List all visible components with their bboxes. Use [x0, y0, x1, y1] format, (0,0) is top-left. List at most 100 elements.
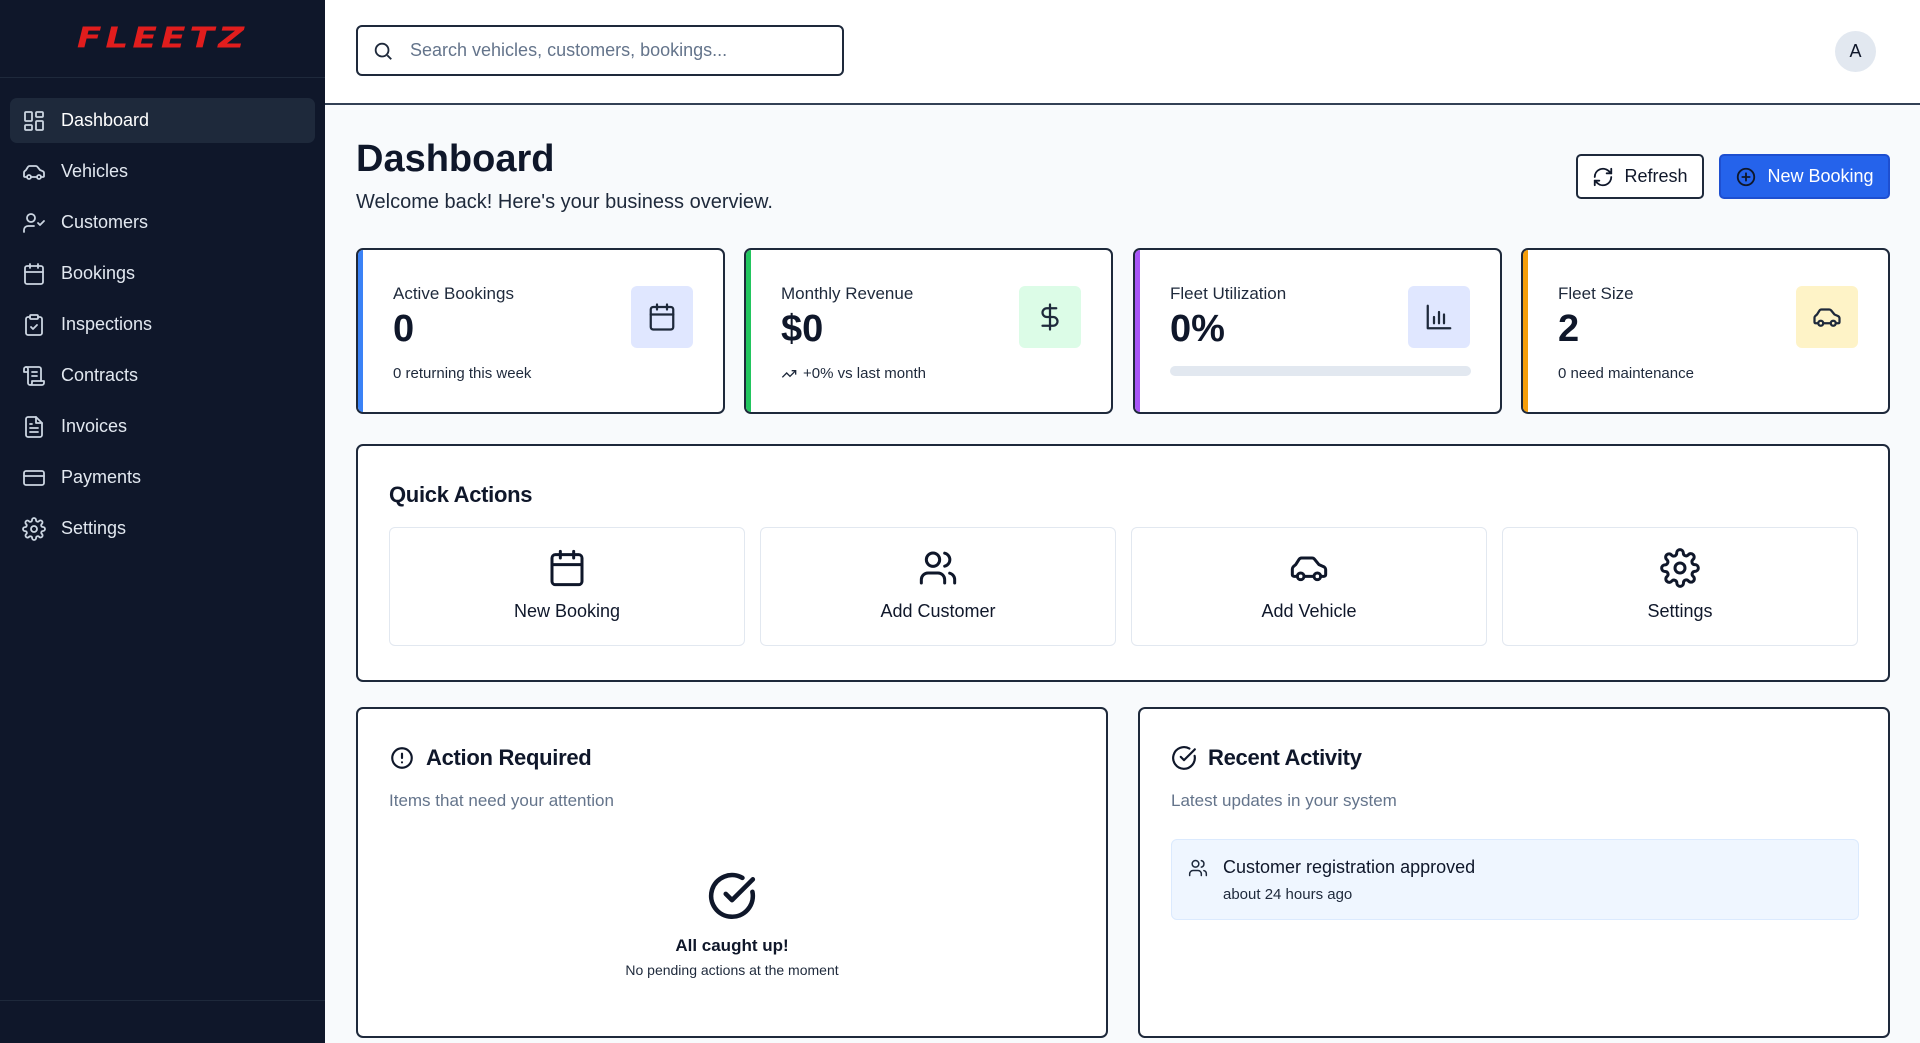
car-icon: [1813, 308, 1841, 327]
stat-icon-box: [1796, 286, 1858, 348]
calendar-icon: [24, 262, 44, 285]
quick-actions-panel: Quick Actions New Booking Add Customer A…: [356, 444, 1890, 682]
sidebar-item-label: Customers: [61, 212, 149, 232]
stat-accent-bar: [1135, 250, 1140, 412]
stat-card-active-bookings[interactable]: Active Bookings 0 0 returning this week: [356, 248, 725, 414]
empty-state: All caught up! No pending actions at the…: [358, 871, 1106, 978]
sidebar-item-label: Inspections: [61, 314, 153, 334]
action-required-panel: Action Required Items that need your att…: [356, 707, 1108, 1038]
stat-accent-bar: [746, 250, 751, 412]
file-text-icon: [25, 415, 43, 438]
sidebar-item-label: Vehicles: [61, 161, 129, 181]
sidebar-item-label: Contracts: [61, 365, 139, 385]
gear-icon: [22, 516, 46, 541]
refresh-icon: [1594, 167, 1613, 186]
search-box[interactable]: [356, 25, 844, 76]
stat-icon-box: [631, 286, 693, 348]
logo[interactable]: FLEETZ: [0, 0, 325, 78]
sidebar-footer-divider: [0, 1000, 325, 1001]
alert-circle-icon: [391, 747, 413, 769]
stat-value: 0%: [1170, 308, 1225, 350]
gear-icon: [1660, 548, 1700, 588]
stat-accent-bar: [358, 250, 363, 412]
avatar[interactable]: A: [1835, 31, 1876, 72]
stat-value: 0: [393, 308, 415, 350]
stat-note-text: 0 need maintenance: [1558, 365, 1694, 382]
sidebar-item-vehicles[interactable]: Vehicles: [10, 149, 315, 194]
quick-actions-title: Quick Actions: [389, 482, 533, 507]
refresh-button[interactable]: Refresh: [1576, 154, 1704, 199]
panel-header: Recent Activity: [1171, 745, 1362, 771]
sidebar-nav: Dashboard Vehicles Customers Bookings In…: [0, 78, 325, 551]
sidebar-item-label: Dashboard: [61, 110, 150, 130]
stat-accent-bar: [1523, 250, 1528, 412]
stat-card-fleet-utilization[interactable]: Fleet Utilization 0%: [1133, 248, 1502, 414]
search-input[interactable]: [410, 40, 830, 61]
activity-time: about 24 hours ago: [1223, 886, 1353, 903]
bar-chart-icon: [1426, 304, 1452, 330]
stat-value: 2: [1558, 308, 1580, 350]
logo-text: FLEETZ: [76, 22, 249, 55]
sidebar-item-label: Payments: [61, 467, 142, 487]
plus-circle-icon: [1737, 167, 1756, 186]
avatar-initial: A: [1849, 41, 1862, 61]
users-icon: [1188, 859, 1208, 877]
new-booking-button[interactable]: New Booking: [1719, 154, 1890, 199]
quick-action-label: Add Vehicle: [1261, 601, 1357, 621]
topbar: A: [325, 0, 1920, 105]
calendar-icon: [550, 549, 584, 587]
sidebar-item-customers[interactable]: Customers: [10, 200, 315, 245]
quick-action-new-booking[interactable]: New Booking: [389, 527, 745, 646]
dollar-icon: [1041, 303, 1059, 331]
sidebar-item-inspections[interactable]: Inspections: [10, 302, 315, 347]
stat-icon-box: [1019, 286, 1081, 348]
stat-card-fleet-size[interactable]: Fleet Size 2 0 need maintenance: [1521, 248, 1890, 414]
trending-up-icon: [781, 369, 797, 378]
car-icon: [1290, 556, 1328, 582]
sidebar: FLEETZ Dashboard Vehicles Customers Book…: [0, 0, 325, 1043]
stat-note: 0 returning this week: [393, 365, 531, 382]
sidebar-item-label: Settings: [61, 518, 127, 538]
stat-label: Fleet Size: [1558, 284, 1634, 303]
stat-label: Monthly Revenue: [781, 284, 914, 303]
check-circle-icon: [708, 872, 756, 920]
page-title: Dashboard: [356, 138, 555, 180]
sidebar-item-settings[interactable]: Settings: [10, 506, 315, 551]
sidebar-item-invoices[interactable]: Invoices: [10, 404, 315, 449]
sidebar-item-payments[interactable]: Payments: [10, 455, 315, 500]
sidebar-item-label: Invoices: [61, 416, 128, 436]
users-icon: [919, 551, 957, 585]
sidebar-item-bookings[interactable]: Bookings: [10, 251, 315, 296]
new-booking-label: New Booking: [1767, 166, 1874, 186]
user-check-icon: [23, 212, 45, 233]
stat-icon-box: [1408, 286, 1470, 348]
quick-action-add-customer[interactable]: Add Customer: [760, 527, 1116, 646]
quick-action-add-vehicle[interactable]: Add Vehicle: [1131, 527, 1487, 646]
scroll-icon: [23, 365, 45, 386]
credit-card-icon: [23, 469, 45, 486]
panel-title: Recent Activity: [1208, 745, 1362, 770]
stat-note-text: 0 returning this week: [393, 365, 532, 382]
page-subtitle: Welcome back! Here's your business overv…: [356, 191, 773, 213]
stat-label: Active Bookings: [393, 284, 514, 303]
check-circle-icon: [1172, 746, 1196, 770]
panel-title: Action Required: [426, 745, 592, 770]
dashboard-icon: [24, 110, 44, 131]
stat-card-monthly-revenue[interactable]: Monthly Revenue $0 +0% vs last month: [744, 248, 1113, 414]
sidebar-item-contracts[interactable]: Contracts: [10, 353, 315, 398]
sidebar-item-dashboard[interactable]: Dashboard: [10, 98, 315, 143]
quick-action-settings[interactable]: Settings: [1502, 527, 1858, 646]
quick-action-label: New Booking: [513, 601, 621, 621]
quick-action-label: Add Customer: [880, 601, 996, 621]
car-icon: [23, 164, 45, 180]
empty-state-subtitle: No pending actions at the moment: [625, 962, 839, 978]
stat-note: 0 need maintenance: [1558, 365, 1694, 382]
panel-header: Action Required: [389, 745, 592, 771]
activity-title: Customer registration approved: [1223, 857, 1476, 877]
stats-row: Active Bookings 0 0 returning this week …: [356, 248, 1890, 414]
panel-subtitle: Latest updates in your system: [1171, 791, 1397, 810]
recent-activity-panel: Recent Activity Latest updates in your s…: [1138, 707, 1890, 1038]
stat-note-text: +0% vs last month: [803, 365, 926, 382]
stat-value: $0: [781, 308, 824, 350]
activity-item[interactable]: Customer registration approved about 24 …: [1171, 839, 1859, 920]
